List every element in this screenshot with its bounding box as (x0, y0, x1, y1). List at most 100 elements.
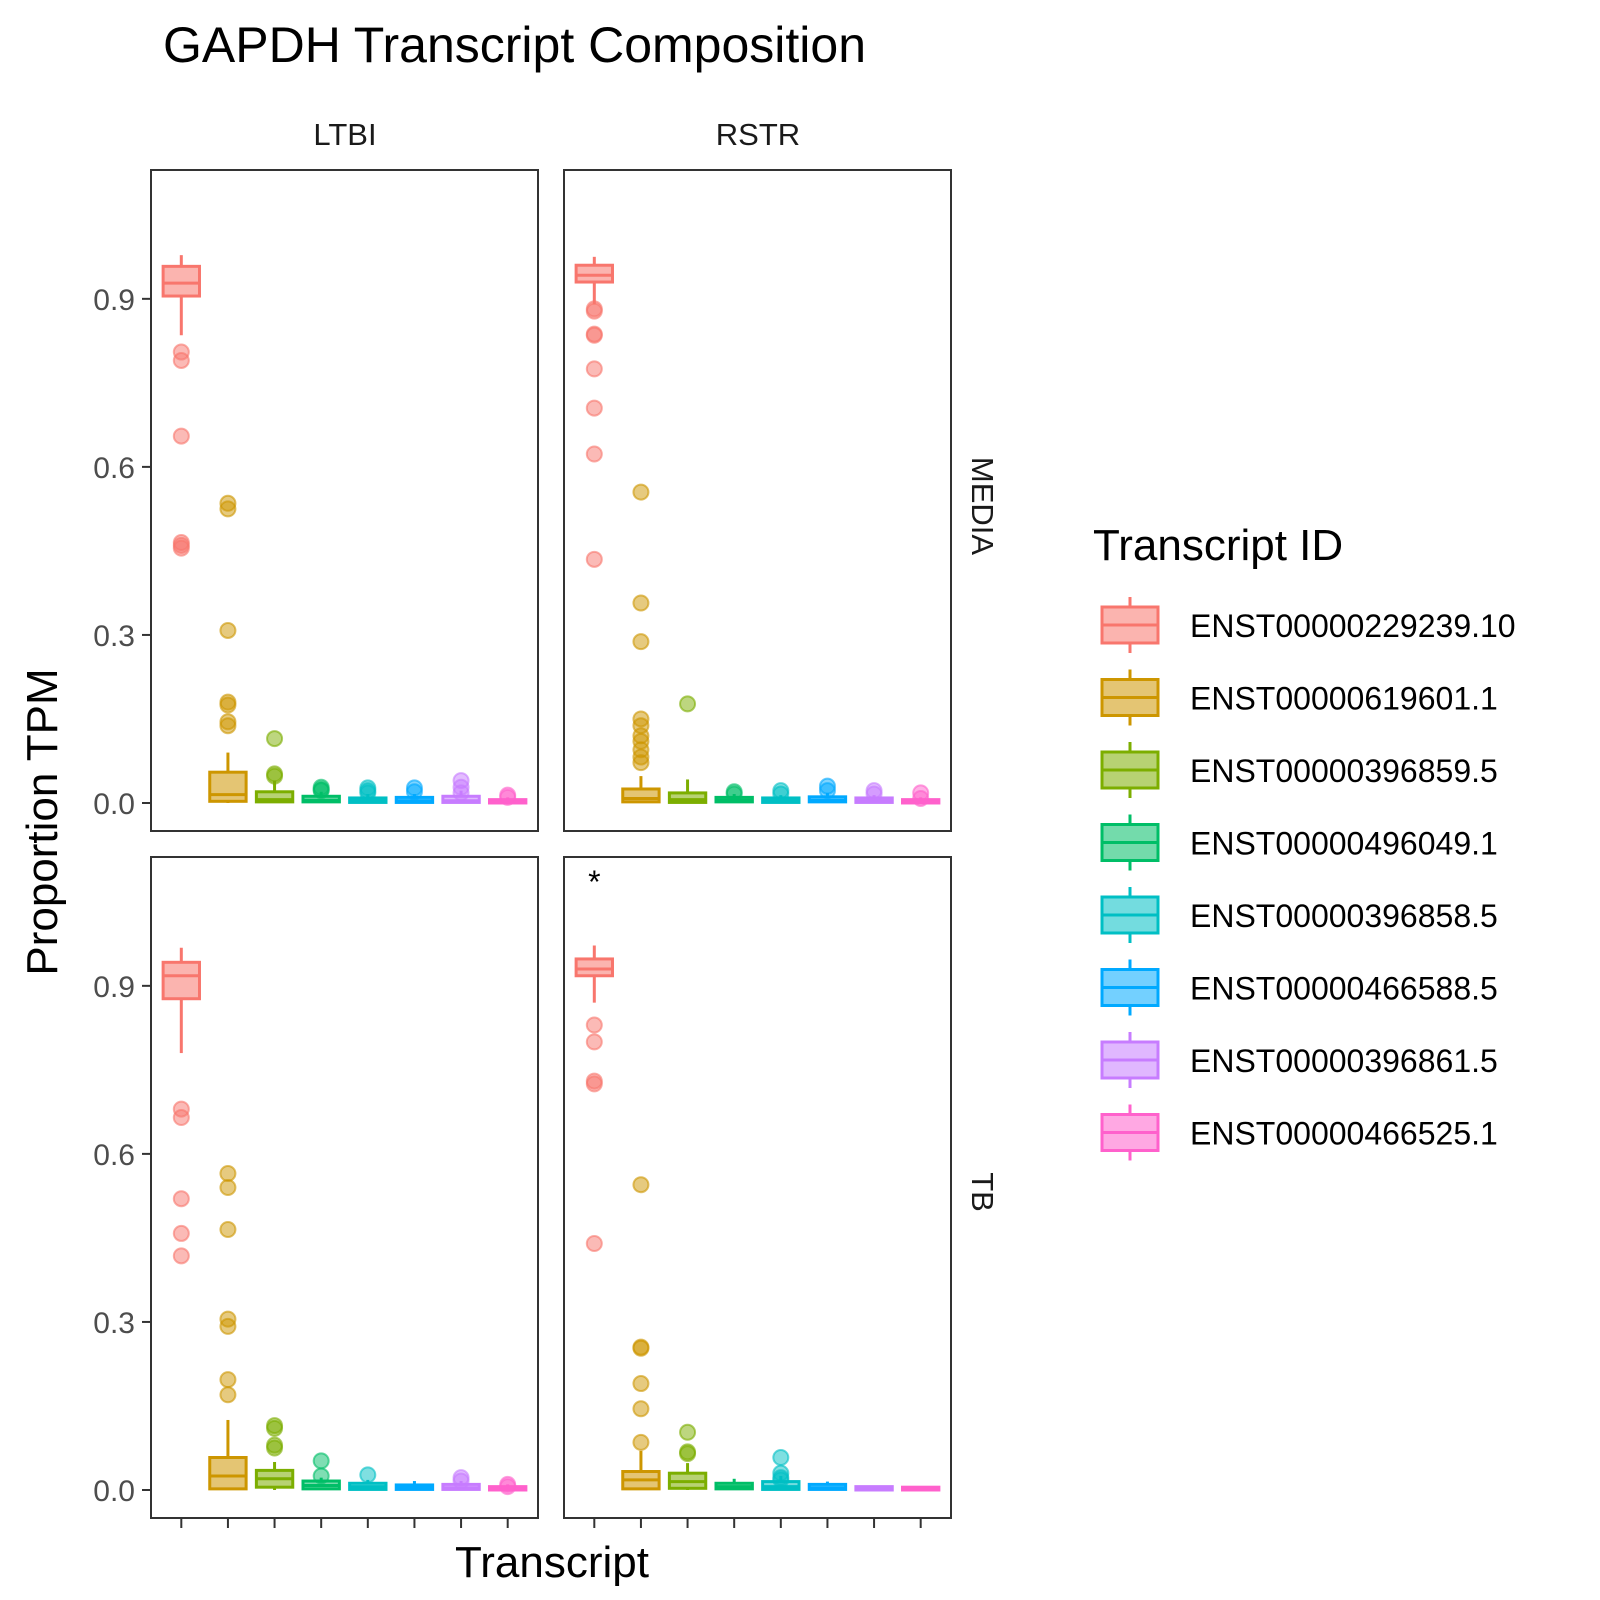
outlier-point (172, 351, 190, 369)
boxplot-2 (208, 1164, 248, 1491)
boxplot-3 (667, 695, 708, 804)
outlier-point (585, 302, 603, 320)
outlier-point (219, 717, 237, 735)
outlier-point (632, 1433, 650, 1451)
strip-label-media: MEDIA (965, 457, 1000, 556)
outlier-point (499, 1478, 517, 1496)
outlier-point (912, 790, 930, 808)
outlier-point (312, 782, 330, 800)
legend-item-8: ENST00000466525.1 (1100, 1104, 1498, 1161)
y-tick-label: 0.3 (93, 1307, 135, 1340)
boxplot-3 (667, 1423, 708, 1490)
y-tick-label: 0.9 (93, 284, 135, 317)
legend-label: ENST00000466588.5 (1190, 971, 1498, 1007)
outlier-point (452, 784, 470, 802)
outlier-point (585, 1033, 603, 1051)
legend-title: Transcript ID (1093, 521, 1343, 570)
legend-label: ENST00000229239.10 (1190, 608, 1516, 644)
outlier-point (172, 1108, 190, 1126)
outlier-point (219, 1386, 237, 1404)
panel-ltbi-media: 0.0 0.3 0.6 0.9 (93, 169, 539, 832)
outlier-point (219, 1317, 237, 1335)
boxplot-3 (254, 1417, 295, 1490)
boxplot-8 (901, 784, 941, 808)
boxplot-8 (901, 1485, 941, 1492)
box-iqr (208, 770, 248, 803)
outlier-point (679, 695, 697, 713)
outlier-point (585, 550, 603, 568)
boxplot-7 (441, 772, 481, 804)
legend-item-2: ENST00000619601.1 (1100, 669, 1498, 726)
boxplot-5 (761, 1449, 801, 1491)
boxplot-4 (714, 1478, 754, 1491)
outlier-point (585, 1075, 603, 1093)
outlier-point (865, 785, 883, 803)
x-axis-title: Transcript (455, 1538, 649, 1587)
panel-border (150, 856, 539, 1519)
outlier-point (585, 1016, 603, 1034)
legend-item-4: ENST00000496049.1 (1100, 814, 1498, 871)
outlier-point (632, 594, 650, 612)
panel-rstr-tb: * (563, 856, 952, 1528)
boxplot-1 (574, 256, 614, 568)
outlier-point (266, 730, 284, 748)
strip-label-tb: TB (965, 1172, 1000, 1212)
legend-label: ENST00000619601.1 (1190, 681, 1498, 717)
outlier-point (585, 399, 603, 417)
legend-label: ENST00000396858.5 (1190, 898, 1498, 934)
outlier-point (172, 539, 190, 557)
chart-title: GAPDH Transcript Composition (163, 17, 866, 73)
outlier-point (219, 1179, 237, 1196)
outlier-point (172, 1224, 190, 1242)
panel-border (150, 169, 539, 832)
facet-panels: 0.0 0.3 0.6 0.9 0.0 0.3 0.6 0.9 * (93, 169, 952, 1528)
boxplot-7 (854, 782, 894, 804)
significance-annotation: * (588, 864, 600, 900)
outlier-point (312, 1452, 330, 1470)
outlier-point (772, 1449, 790, 1467)
box-iqr (254, 790, 295, 804)
legend-item-7: ENST00000396861.5 (1100, 1032, 1498, 1088)
legend-label: ENST00000466525.1 (1190, 1116, 1498, 1152)
boxplot-5 (348, 1466, 388, 1491)
outlier-point (219, 696, 237, 714)
boxplot-2 (621, 1176, 661, 1491)
panel-border (563, 856, 952, 1519)
y-tick-label: 0.0 (93, 788, 135, 821)
outlier-point (679, 1423, 697, 1441)
outlier-point (585, 445, 603, 463)
outlier-point (632, 483, 650, 501)
box-iqr (208, 1456, 248, 1491)
boxplot-4 (301, 778, 341, 804)
outlier-point (818, 782, 836, 800)
y-tick-label: 0.6 (93, 452, 135, 485)
outlier-point (172, 1247, 190, 1265)
boxplot-5 (761, 782, 801, 804)
outlier-point (452, 1472, 470, 1490)
outlier-point (266, 767, 284, 785)
outlier-point (679, 1445, 697, 1463)
box-iqr (667, 791, 708, 804)
y-tick-label: 0.9 (93, 971, 135, 1004)
outlier-point (632, 1375, 650, 1393)
strip-label-rstr: RSTR (716, 117, 800, 152)
boxplot-6 (807, 1481, 848, 1491)
y-axis-title: Proportion TPM (18, 668, 67, 975)
boxplot-1 (161, 255, 201, 557)
boxplot-7 (854, 1485, 894, 1492)
boxplot-2 (621, 483, 661, 804)
boxplot-1 (161, 947, 201, 1265)
boxplot-8 (488, 1475, 528, 1496)
y-tick-label: 0.6 (93, 1139, 135, 1172)
outlier-point (219, 500, 237, 518)
outlier-point (632, 1176, 650, 1194)
outlier-point (585, 360, 603, 378)
boxplot-8 (488, 786, 528, 806)
box-iqr (574, 263, 614, 284)
outlier-point (172, 427, 190, 445)
outlier-point (499, 788, 517, 806)
outlier-point (359, 1466, 377, 1484)
legend: Transcript ID ENST00000229239.10 ENST0000… (1093, 521, 1516, 1161)
legend-item-5: ENST00000396858.5 (1100, 887, 1498, 943)
outlier-point (219, 1371, 237, 1389)
